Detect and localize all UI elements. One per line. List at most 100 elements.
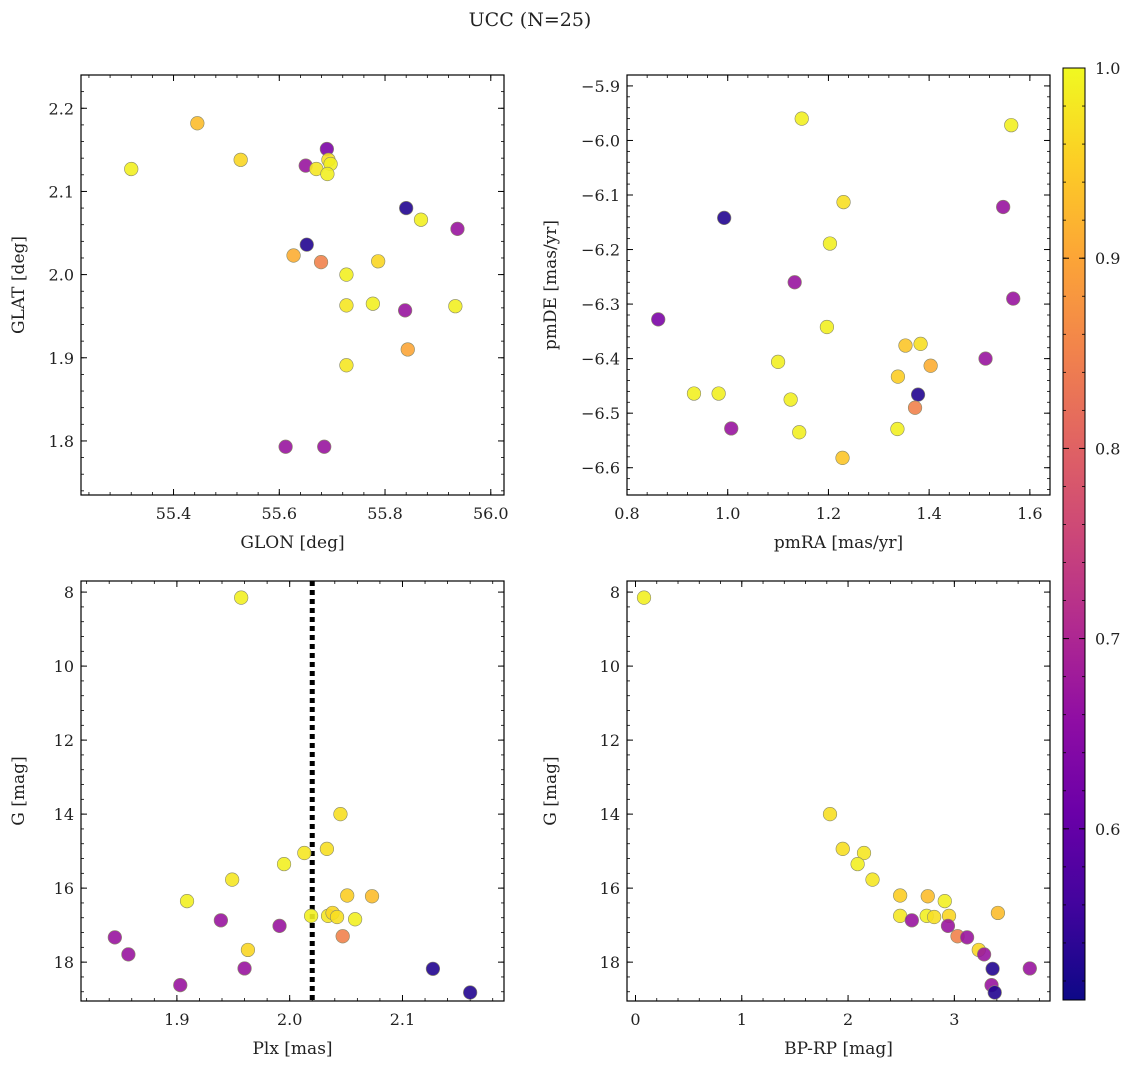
x-tick-label: 0 (630, 1010, 640, 1029)
scatter-point (865, 872, 880, 887)
x-axis-label: Plx [mas] (252, 1039, 332, 1059)
x-tick-label: 0.8 (614, 504, 639, 523)
scatter-point (987, 985, 1002, 1000)
scatter-point (278, 439, 293, 454)
colorbar-tick-label: 1.0 (1095, 59, 1120, 78)
x-tick-label: 1.0 (715, 504, 740, 523)
scatter-point (313, 255, 329, 270)
scatter-point (365, 296, 380, 311)
scatter-point (121, 947, 136, 962)
scatter-point (413, 212, 429, 227)
scatter-series (651, 111, 1021, 466)
y-axis-label: G [mag] (541, 756, 561, 825)
axes-frame (626, 580, 1051, 1002)
scatter-point (724, 421, 739, 436)
y-tick-label: 16 (54, 879, 74, 898)
scatter-point (272, 918, 287, 933)
scatter-point (940, 918, 956, 933)
scatter-point (835, 841, 850, 857)
colorbar-tick-label: 0.6 (1095, 820, 1120, 839)
scatter-point (299, 237, 314, 252)
scatter-point (822, 807, 838, 822)
scatter-point (937, 893, 952, 909)
scatter-point (448, 299, 463, 314)
x-tick-label: 2 (843, 1010, 853, 1029)
panel-1: 55.4 55.6 55.8 56.0 1.8 1.9 2.0 2.1 2.2 GLON [deg… (9, 74, 509, 553)
x-tick-label: 1.9 (164, 1010, 189, 1029)
x-axis-label: pmRA [mas/yr] (774, 533, 903, 553)
y-tick-label: 14 (600, 805, 620, 824)
scatter-point (329, 909, 345, 925)
scatter-point (783, 392, 798, 407)
scatter-point (234, 590, 249, 605)
scatter-point (399, 200, 414, 216)
scatter-point (400, 342, 415, 357)
colorbar-tick-label: 0.7 (1095, 630, 1120, 649)
x-tick-label: 3 (949, 1010, 959, 1029)
scatter-point (1022, 961, 1037, 976)
scatter-point (898, 338, 913, 353)
scatter-point (890, 369, 906, 384)
x-tick-label: 56.0 (473, 504, 509, 523)
scatter-point (340, 888, 355, 903)
scatter-point (317, 439, 332, 454)
scatter-series (124, 116, 465, 454)
scatter-point (893, 888, 908, 903)
figure-suptitle: UCC (N=25) (469, 9, 592, 31)
scatter-point (835, 450, 850, 466)
scatter-point (339, 267, 354, 282)
scatter-point (904, 913, 919, 928)
y-tick-label: −6.4 (581, 350, 620, 369)
scatter-point (770, 354, 786, 370)
scatter-point (836, 194, 851, 210)
y-tick-label: −6.5 (581, 404, 620, 423)
y-tick-label: 10 (54, 657, 74, 676)
scatter-point (173, 977, 188, 993)
scatter-point (978, 351, 993, 366)
y-tick-label: −6.6 (581, 459, 620, 478)
scatter-point (1004, 118, 1019, 133)
x-tick-label: 55.8 (367, 504, 403, 523)
scatter-point (339, 358, 354, 373)
scatter-point (819, 319, 835, 335)
scatter-point (463, 985, 478, 1000)
y-axis-label: G [mag] (9, 756, 29, 825)
scatter-point (651, 312, 666, 327)
axes-frame (626, 74, 1051, 496)
y-tick-label: −6.2 (581, 241, 620, 260)
scatter-point (927, 909, 942, 925)
scatter-point (913, 336, 928, 352)
x-tick-label: 1.6 (1017, 504, 1042, 523)
y-tick-label: −5.9 (581, 77, 620, 96)
scatter-point (996, 199, 1011, 215)
scatter-point (711, 386, 726, 401)
colorbar-tick-label: 0.9 (1095, 249, 1120, 268)
scatter-point (425, 961, 441, 976)
colorbar: 0.6 0.7 0.8 0.9 1.0 (1062, 59, 1120, 1001)
x-tick-label: 55.4 (156, 504, 192, 523)
scatter-point (686, 386, 702, 401)
scatter-point (233, 152, 248, 167)
y-tick-label: −6.1 (581, 186, 620, 205)
y-tick-label: 1.8 (49, 432, 74, 451)
axes-frame (80, 74, 505, 496)
scatter-point (124, 161, 139, 177)
y-tick-label: 18 (600, 953, 620, 972)
y-tick-label: 12 (54, 731, 74, 750)
scatter-point (977, 947, 992, 962)
scatter-series (107, 590, 478, 1000)
scatter-point (237, 961, 252, 976)
scatter-point (107, 930, 122, 945)
y-tick-label: 16 (600, 879, 620, 898)
y-tick-label: 2.2 (49, 99, 74, 118)
x-tick-label: 2.1 (390, 1010, 415, 1029)
y-axis-label: pmDE [mas/yr] (541, 220, 561, 350)
scatter-point (923, 358, 938, 373)
scatter-point (371, 254, 386, 269)
panel-3: 1.9 2.0 2.1 8 10 12 14 16 18 Plx [mas] G [mag] (9, 580, 505, 1059)
scatter-point (794, 111, 809, 126)
scatter-point (304, 908, 319, 923)
